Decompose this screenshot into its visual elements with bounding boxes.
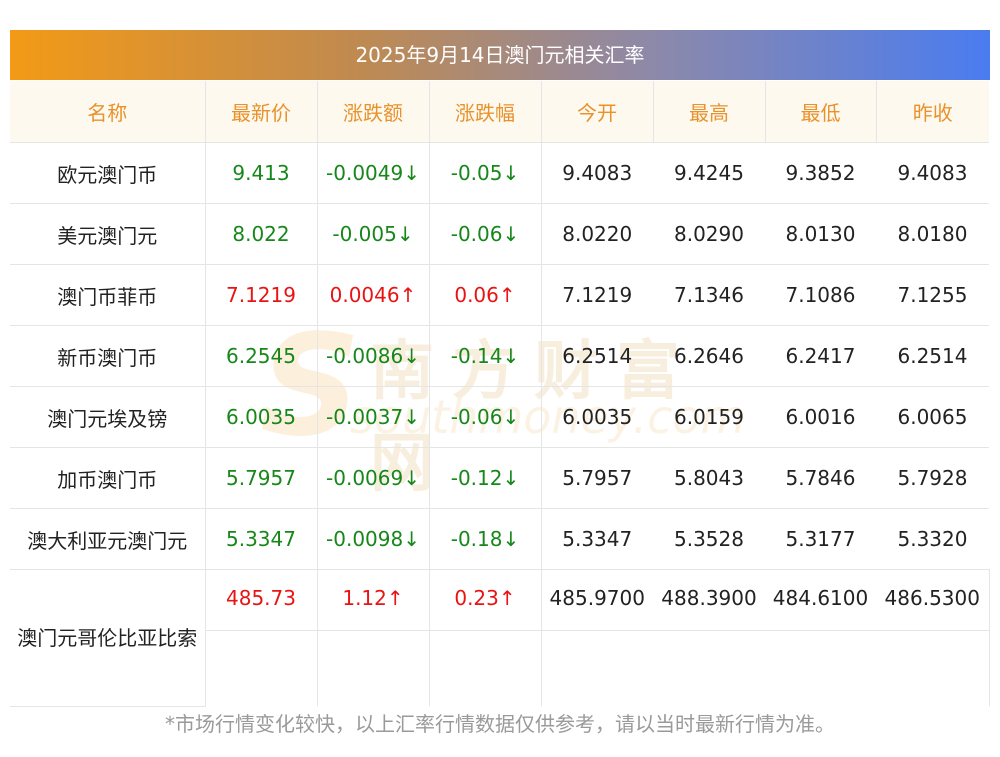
cell-change-pct: 0.23↑ (428, 569, 541, 706)
cell-price: 5.3347 (204, 508, 317, 570)
cell-high: 6.2646 (653, 325, 765, 387)
page-title: 2025年9月14日澳门元相关汇率 (10, 30, 990, 80)
table-header-row: 名称 最新价 涨跌额 涨跌幅 今开 最高 最低 昨收 (10, 81, 989, 143)
cell-change-pct: -0.05↓ (428, 142, 541, 204)
header-name: 名称 (10, 81, 205, 143)
cell-low: 7.1086 (765, 264, 876, 326)
cell-change-pct: -0.06↓ (428, 203, 541, 265)
table-row: 澳门币菲币 7.1219 0.0046↑ 0.06↑ 7.1219 7.1346… (10, 264, 989, 326)
header-change-pct: 涨跌幅 (428, 81, 541, 143)
cell-prev-close: 5.3320 (876, 508, 989, 570)
cell-open: 485.9700 (540, 569, 653, 706)
cell-high: 488.3900 (661, 586, 757, 610)
table-row: 新币澳门币 6.2545 -0.0086↓ -0.14↓ 6.2514 6.26… (10, 325, 989, 387)
cell-prev-close: 9.4083 (876, 142, 989, 204)
cell-change: -0.0098↓ (316, 508, 429, 570)
cell-high: 9.4245 (653, 142, 765, 204)
header-latest-price: 最新价 (204, 81, 317, 143)
cell-prev-close: 486.5300 (876, 569, 990, 706)
cell-change-pct: -0.06↓ (428, 386, 541, 448)
cell-prev-close: 6.2514 (876, 325, 989, 387)
cell-name: 欧元澳门币 (10, 142, 205, 204)
header-change: 涨跌额 (316, 81, 429, 143)
cell-low: 484.6100 (772, 586, 869, 610)
table-row: 加币澳门币 5.7957 -0.0069↓ -0.12↓ 5.7957 5.80… (10, 447, 989, 509)
cell-high: 7.1346 (653, 264, 765, 326)
header-open: 今开 (540, 81, 653, 143)
cell-open: 5.7957 (540, 447, 653, 509)
cell-change: -0.0086↓ (316, 325, 429, 387)
cell-change: -0.005↓ (316, 203, 429, 265)
header-low: 最低 (764, 81, 876, 143)
disclaimer-note: *市场行情变化较快，以上汇率行情数据仅供参考，请以当时最新行情为准。 (165, 712, 835, 736)
cell-price: 7.1219 (204, 264, 317, 326)
cell-prev-close: 8.0180 (876, 203, 989, 265)
cell-name: 澳门币菲币 (10, 264, 205, 326)
cell-low: 6.0016 (765, 386, 876, 448)
cell-change-pct: -0.12↓ (428, 447, 541, 509)
cell-change: 1.12↑ (316, 569, 429, 706)
cell-prev-close: 6.0065 (876, 386, 989, 448)
cell-low: 5.7846 (765, 447, 876, 509)
cell-name: 新币澳门币 (10, 325, 205, 387)
cell-change: -0.0037↓ (316, 386, 429, 448)
exchange-rate-table: 名称 最新价 涨跌额 涨跌幅 今开 最高 最低 昨收 欧元澳门币 9.413 -… (10, 81, 990, 707)
cell-high: 5.3528 (653, 508, 765, 570)
table-bottom-divider (205, 630, 989, 631)
cell-low: 6.2417 (765, 325, 876, 387)
cell-change-pct: -0.18↓ (428, 508, 541, 570)
cell-name: 加币澳门币 (10, 447, 205, 509)
cell-name: 澳门元埃及镑 (10, 386, 205, 448)
cell-price: 5.7957 (204, 447, 317, 509)
cell-open: 5.3347 (540, 508, 653, 570)
table-row: 欧元澳门币 9.413 -0.0049↓ -0.05↓ 9.4083 9.424… (10, 142, 989, 204)
cell-change-pct: -0.14↓ (428, 325, 541, 387)
cell-price: 6.0035 (204, 386, 317, 448)
table-row: 澳门元哥伦比亚比索 485.73 1.12↑ 0.23↑ 485.9700 48… (10, 569, 990, 707)
cell-high: 5.8043 (653, 447, 765, 509)
header-high: 最高 (652, 81, 765, 143)
cell-price: 8.022 (204, 203, 317, 265)
table-row: 澳大利亚元澳门元 5.3347 -0.0098↓ -0.18↓ 5.3347 5… (10, 508, 989, 570)
cell-price: 485.73 (204, 569, 317, 706)
header-prev-close: 昨收 (875, 81, 989, 143)
cell-name: 澳大利亚元澳门元 (10, 508, 205, 570)
cell-prev-close: 5.7928 (876, 447, 989, 509)
cell-change: -0.0049↓ (316, 142, 429, 204)
cell-change: 0.0046↑ (316, 264, 429, 326)
cell-high: 6.0159 (653, 386, 765, 448)
cell-high: 8.0290 (653, 203, 765, 265)
cell-low: 5.3177 (765, 508, 876, 570)
cell-low: 9.3852 (765, 142, 876, 204)
cell-open: 9.4083 (540, 142, 653, 204)
cell-open: 6.0035 (540, 386, 653, 448)
cell-price: 6.2545 (204, 325, 317, 387)
cell-open: 7.1219 (540, 264, 653, 326)
table-row: 澳门元埃及镑 6.0035 -0.0037↓ -0.06↓ 6.0035 6.0… (10, 386, 989, 448)
cell-low: 8.0130 (765, 203, 876, 265)
cell-price: 9.413 (204, 142, 317, 204)
cell-change-pct: 0.06↑ (428, 264, 541, 326)
cell-name: 澳门元哥伦比亚比索 (10, 569, 205, 707)
cell-change: -0.0069↓ (316, 447, 429, 509)
cell-open: 6.2514 (540, 325, 653, 387)
cell-prev-close: 7.1255 (876, 264, 989, 326)
table-row: 美元澳门元 8.022 -0.005↓ -0.06↓ 8.0220 8.0290… (10, 203, 989, 265)
cell-name: 美元澳门元 (10, 203, 205, 265)
cell-open: 8.0220 (540, 203, 653, 265)
